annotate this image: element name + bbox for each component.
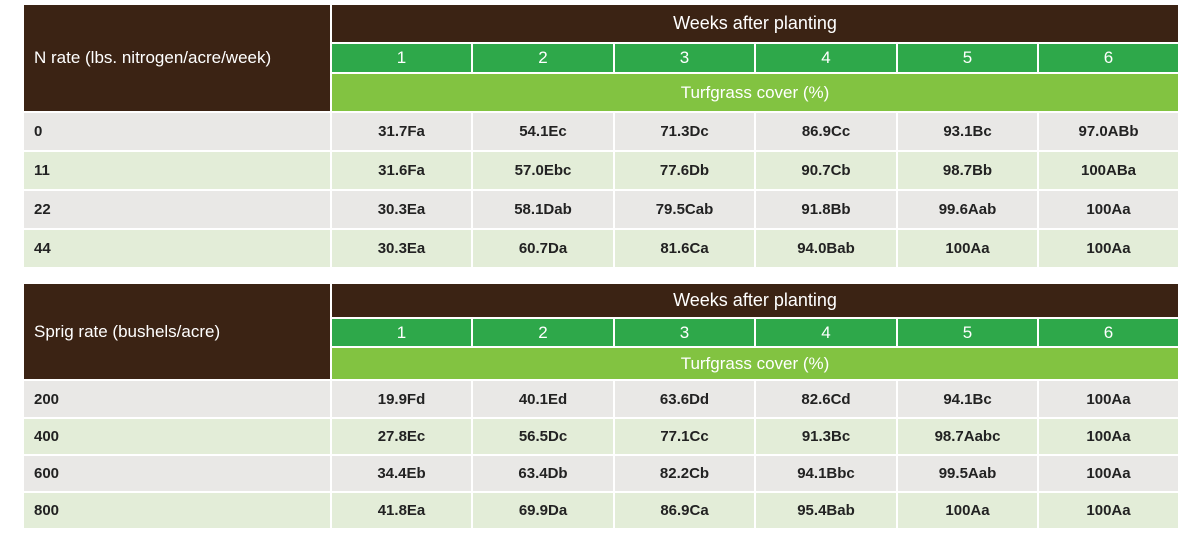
cell-value: 34.4Eb xyxy=(330,454,473,493)
cell-value: 99.6Aab xyxy=(896,189,1039,230)
cell-value: 100ABa xyxy=(1036,150,1181,191)
row-label: 0 xyxy=(22,111,332,152)
cell-value: 27.8Ec xyxy=(330,417,473,456)
week-header: 5 xyxy=(896,317,1039,348)
cell-value: 100Aa xyxy=(1036,491,1181,530)
row-label: 22 xyxy=(22,189,332,230)
cell-value: 58.1Dab xyxy=(471,189,615,230)
row-label: 44 xyxy=(22,228,332,269)
week-header: 6 xyxy=(1036,317,1181,348)
cell-value: 60.7Da xyxy=(471,228,615,269)
row-header: N rate (lbs. nitrogen/acre/week) xyxy=(22,3,332,113)
cell-value: 97.0ABb xyxy=(1036,111,1181,152)
cell-value: 86.9Ca xyxy=(613,491,756,530)
cell-value: 98.7Bb xyxy=(896,150,1039,191)
cell-value: 100Aa xyxy=(1036,417,1181,456)
cell-value: 81.6Ca xyxy=(613,228,756,269)
row-header: Sprig rate (bushels/acre) xyxy=(22,282,332,381)
sprig-rate-table: Sprig rate (bushels/acre) Weeks after pl… xyxy=(22,282,1181,530)
week-header: 1 xyxy=(330,317,473,348)
row-label: 800 xyxy=(22,491,332,530)
cell-value: 63.4Db xyxy=(471,454,615,493)
cell-value: 86.9Cc xyxy=(754,111,898,152)
cell-value: 69.9Da xyxy=(471,491,615,530)
table-row: 400 27.8Ec 56.5Dc 77.1Cc 91.3Bc 98.7Aabc… xyxy=(22,417,1181,456)
table-row: 11 31.6Fa 57.0Ebc 77.6Db 90.7Cb 98.7Bb 1… xyxy=(22,150,1181,191)
cell-value: 100Aa xyxy=(1036,379,1181,419)
measure-header: Turfgrass cover (%) xyxy=(329,72,1181,113)
cell-value: 41.8Ea xyxy=(330,491,473,530)
cell-value: 91.3Bc xyxy=(754,417,898,456)
cell-value: 56.5Dc xyxy=(471,417,615,456)
cell-value: 100Aa xyxy=(1036,228,1181,269)
table-row: 44 30.3Ea 60.7Da 81.6Ca 94.0Bab 100Aa 10… xyxy=(22,228,1181,269)
cell-value: 94.0Bab xyxy=(754,228,898,269)
week-header: 3 xyxy=(613,317,756,348)
row-label: 600 xyxy=(22,454,332,493)
cell-value: 91.8Bb xyxy=(754,189,898,230)
cell-value: 94.1Bc xyxy=(896,379,1039,419)
cell-value: 30.3Ea xyxy=(330,189,473,230)
cell-value: 100Aa xyxy=(1036,454,1181,493)
table-row: 200 19.9Fd 40.1Ed 63.6Dd 82.6Cd 94.1Bc 1… xyxy=(22,379,1181,419)
week-header: 2 xyxy=(471,317,615,348)
cell-value: 77.6Db xyxy=(613,150,756,191)
week-header: 4 xyxy=(754,42,898,74)
cell-value: 98.7Aabc xyxy=(896,417,1039,456)
cell-value: 100Aa xyxy=(896,491,1039,530)
week-header: 5 xyxy=(896,42,1039,74)
weeks-header: Weeks after planting xyxy=(329,3,1181,44)
cell-value: 40.1Ed xyxy=(471,379,615,419)
cell-value: 82.2Cb xyxy=(613,454,756,493)
cell-value: 93.1Bc xyxy=(896,111,1039,152)
cell-value: 100Aa xyxy=(1036,189,1181,230)
week-header: 4 xyxy=(754,317,898,348)
cell-value: 19.9Fd xyxy=(330,379,473,419)
cell-value: 99.5Aab xyxy=(896,454,1039,493)
week-header: 6 xyxy=(1036,42,1181,74)
cell-value: 57.0Ebc xyxy=(471,150,615,191)
week-header: 3 xyxy=(613,42,756,74)
row-label: 400 xyxy=(22,417,332,456)
table-row: 600 34.4Eb 63.4Db 82.2Cb 94.1Bbc 99.5Aab… xyxy=(22,454,1181,493)
table-row: 22 30.3Ea 58.1Dab 79.5Cab 91.8Bb 99.6Aab… xyxy=(22,189,1181,230)
cell-value: 71.3Dc xyxy=(613,111,756,152)
n-rate-table: N rate (lbs. nitrogen/acre/week) Weeks a… xyxy=(22,3,1181,269)
cell-value: 54.1Ec xyxy=(471,111,615,152)
cell-value: 94.1Bbc xyxy=(754,454,898,493)
cell-value: 63.6Dd xyxy=(613,379,756,419)
table-row: 800 41.8Ea 69.9Da 86.9Ca 95.4Bab 100Aa 1… xyxy=(22,491,1181,530)
weeks-header: Weeks after planting xyxy=(329,282,1181,319)
row-label: 11 xyxy=(22,150,332,191)
cell-value: 31.7Fa xyxy=(330,111,473,152)
cell-value: 95.4Bab xyxy=(754,491,898,530)
cell-value: 100Aa xyxy=(896,228,1039,269)
row-label: 200 xyxy=(22,379,332,419)
cell-value: 79.5Cab xyxy=(613,189,756,230)
cell-value: 31.6Fa xyxy=(330,150,473,191)
table-row: 0 31.7Fa 54.1Ec 71.3Dc 86.9Cc 93.1Bc 97.… xyxy=(22,111,1181,152)
week-header: 2 xyxy=(471,42,615,74)
measure-header: Turfgrass cover (%) xyxy=(329,346,1181,381)
cell-value: 77.1Cc xyxy=(613,417,756,456)
cell-value: 30.3Ea xyxy=(330,228,473,269)
cell-value: 90.7Cb xyxy=(754,150,898,191)
week-header: 1 xyxy=(330,42,473,74)
cell-value: 82.6Cd xyxy=(754,379,898,419)
